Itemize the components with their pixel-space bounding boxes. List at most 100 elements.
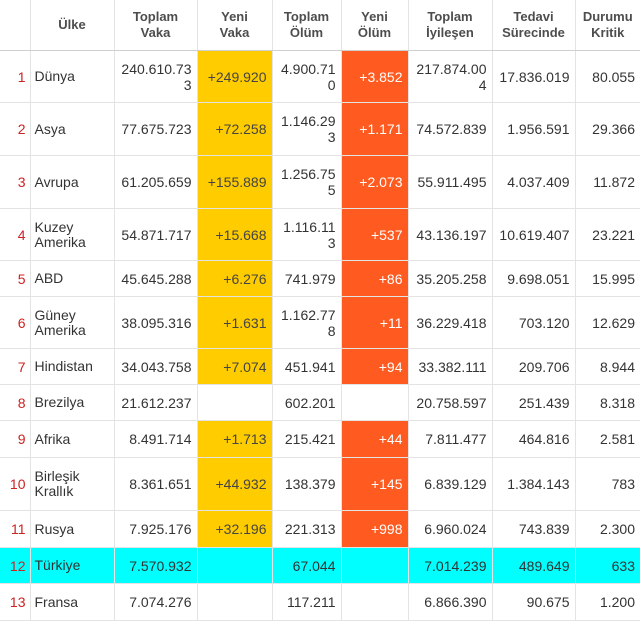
table-row: 4 Kuzey Amerika 54.871.717 +15.668 1.116.113…: [0, 208, 640, 261]
header-label-line: Durumu: [582, 9, 633, 24]
header-label-line: Vaka: [140, 25, 171, 40]
cell-new-cases: +155.889: [196, 155, 272, 209]
cell-total-recovered: 6.960.024: [407, 510, 492, 548]
cell-new-cases: +32.196: [196, 510, 272, 548]
row-rank: 3: [0, 155, 30, 209]
cell-new-deaths: +11: [340, 296, 408, 349]
cell-active: 743.839: [491, 510, 575, 548]
row-rank: 8: [0, 384, 30, 421]
cell-total-deaths: 1.116.113: [271, 208, 341, 261]
cell-new-deaths: +537: [340, 208, 408, 261]
cell-critical: 783: [574, 457, 640, 511]
cell-new-deaths: +3.852: [340, 50, 408, 103]
row-rank: 9: [0, 420, 30, 458]
cell-total-cases: 54.871.717: [113, 208, 197, 261]
table-row: 9 Afrika 8.491.714 +1.713 215.421 +44 7.811.47…: [0, 420, 640, 458]
header-label-line: Toplam: [283, 9, 330, 24]
cell-new-deaths: +1.171: [340, 102, 408, 156]
cell-total-deaths: 1.146.293: [271, 102, 341, 156]
header-country: Ülke: [29, 0, 114, 51]
cell-total-deaths: 4.900.710: [271, 50, 341, 103]
row-country: Afrika: [29, 420, 114, 458]
cell-active: 1.384.143: [491, 457, 575, 511]
cell-new-cases: +7.074: [196, 348, 272, 385]
cell-new-deaths: +86: [340, 260, 408, 297]
row-country: Hindistan: [29, 348, 114, 385]
row-rank: 10: [0, 457, 30, 511]
cell-total-deaths: 451.941: [271, 348, 341, 385]
cell-new-cases: [196, 384, 272, 421]
cell-active: 10.619.407: [491, 208, 575, 261]
cell-total-cases: 240.610.733: [113, 50, 197, 103]
table-row: 1 Dünya 240.610.733 +249.920 4.900.710 +3.852…: [0, 50, 640, 103]
row-rank: 5: [0, 260, 30, 297]
row-country: Güney Amerika: [29, 296, 114, 349]
cell-new-deaths: +94: [340, 348, 408, 385]
cell-total-recovered: 55.911.495: [407, 155, 492, 209]
cell-active: 9.698.051: [491, 260, 575, 297]
header-label-line: Yeni: [221, 9, 248, 24]
cell-total-recovered: 7.811.477: [407, 420, 492, 458]
header-total-recovered: Toplam İyileşen: [407, 0, 492, 51]
cell-total-cases: 8.361.651: [113, 457, 197, 511]
header-active: Tedavi Sürecinde: [491, 0, 575, 51]
cell-new-cases: +44.932: [196, 457, 272, 511]
cell-active: 209.706: [491, 348, 575, 385]
cell-critical: 29.366: [574, 102, 640, 156]
cell-new-deaths: [340, 547, 408, 584]
cell-active: 17.836.019: [491, 50, 575, 103]
row-country: Dünya: [29, 50, 114, 103]
cell-total-recovered: 35.205.258: [407, 260, 492, 297]
row-country: Birleşik Krallık: [29, 457, 114, 511]
row-country: ABD: [29, 260, 114, 297]
cell-active: 489.649: [491, 547, 575, 584]
cell-total-cases: 77.675.723: [113, 102, 197, 156]
row-rank: 7: [0, 348, 30, 385]
cell-active: 90.675: [491, 583, 575, 621]
cell-new-deaths: +44: [340, 420, 408, 458]
cell-active: 4.037.409: [491, 155, 575, 209]
cell-total-cases: 38.095.316: [113, 296, 197, 349]
header-label-line: İyileşen: [426, 25, 474, 40]
cell-total-recovered: 36.229.418: [407, 296, 492, 349]
table-row: 5 ABD 45.645.288 +6.276 741.979 +86 35.205.258…: [0, 260, 640, 297]
cell-total-recovered: 6.839.129: [407, 457, 492, 511]
cell-new-deaths: +2.073: [340, 155, 408, 209]
cell-critical: 2.300: [574, 510, 640, 548]
header-label-line: Ölüm: [289, 25, 324, 40]
row-country: Asya: [29, 102, 114, 156]
cell-total-recovered: 6.866.390: [407, 583, 492, 621]
row-rank: 2: [0, 102, 30, 156]
cell-total-deaths: 221.313: [271, 510, 341, 548]
table-row: 12 Türkiye 7.570.932 67.044 7.014.239 489.649…: [0, 547, 640, 584]
row-rank: 12: [0, 547, 30, 584]
cell-total-cases: 8.491.714: [113, 420, 197, 458]
cell-total-deaths: 117.211: [271, 583, 341, 621]
cell-new-cases: +1.631: [196, 296, 272, 349]
cell-critical: 8.944: [574, 348, 640, 385]
cell-total-recovered: 43.136.197: [407, 208, 492, 261]
cell-new-cases: +15.668: [196, 208, 272, 261]
cell-new-cases: +6.276: [196, 260, 272, 297]
header-country-label: Ülke: [58, 17, 86, 32]
cell-new-cases: +249.920: [196, 50, 272, 103]
header-label-line: Sürecinde: [502, 25, 565, 40]
cell-critical: 80.055: [574, 50, 640, 103]
cell-total-cases: 7.570.932: [113, 547, 197, 584]
cell-new-deaths: [340, 583, 408, 621]
cell-total-deaths: 138.379: [271, 457, 341, 511]
cell-critical: 1.200: [574, 583, 640, 621]
table-row: 10 Birleşik Krallık 8.361.651 +44.932 138.37…: [0, 457, 640, 511]
cell-new-cases: [196, 547, 272, 584]
header-new-deaths: Yeni Ölüm: [340, 0, 408, 51]
row-rank: 4: [0, 208, 30, 261]
cell-total-recovered: 7.014.239: [407, 547, 492, 584]
header-label-line: Tedavi: [513, 9, 554, 24]
header-label-line: Toplam: [132, 9, 179, 24]
cell-active: 464.816: [491, 420, 575, 458]
cell-new-cases: +72.258: [196, 102, 272, 156]
cell-total-cases: 34.043.758: [113, 348, 197, 385]
header-label-line: Toplam: [427, 9, 473, 24]
cell-total-cases: 7.925.176: [113, 510, 197, 548]
header-label-line: Kritik: [591, 25, 625, 40]
